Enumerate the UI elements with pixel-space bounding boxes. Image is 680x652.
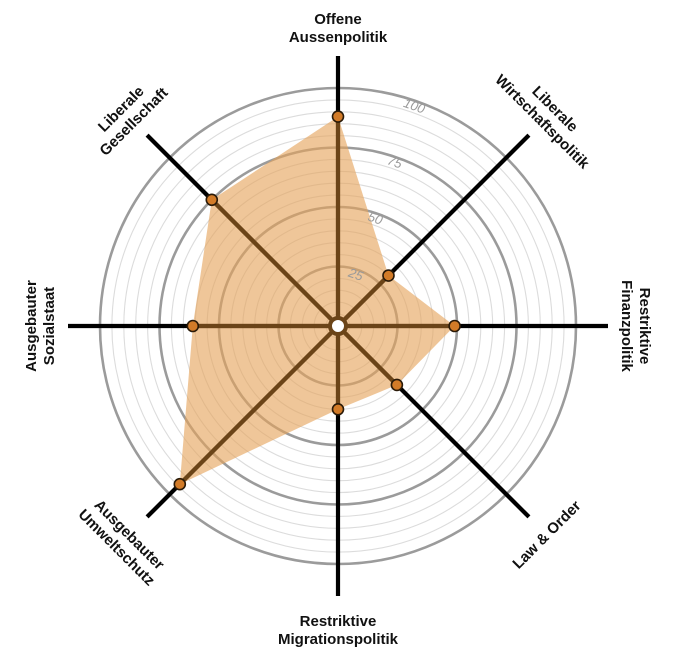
data-point-4 — [331, 402, 345, 416]
tick-label-25: 25 — [346, 265, 366, 284]
radar-markers — [173, 110, 461, 491]
data-point-2 — [448, 319, 461, 333]
radar-polygon-layer — [179, 116, 455, 485]
tick-label-100: 100 — [402, 95, 428, 117]
axis-label-line: Offene — [314, 11, 362, 28]
axis-label-line: Aussenpolitik — [289, 29, 388, 46]
radar-tick-labels: 25 50 75 100 — [346, 95, 428, 284]
value-spoke-5 — [178, 324, 340, 486]
tick-label-50: 50 — [366, 209, 385, 228]
axis-label-line: Sozialstaat — [41, 287, 58, 365]
axis-label-6: Ausgebauter Sozialstaat — [23, 280, 58, 372]
axis-label-line: Restriktive — [300, 613, 377, 630]
axis-label-line: Finanzpolitik — [618, 280, 635, 372]
data-point-1 — [382, 269, 395, 282]
value-spoke-1 — [336, 274, 390, 328]
axis-label-line: Restriktive — [636, 288, 653, 365]
tick-label-75: 75 — [386, 153, 405, 172]
value-polygon — [179, 116, 455, 485]
center-marker — [328, 316, 348, 336]
data-point-3 — [390, 378, 404, 392]
data-point-5 — [173, 477, 187, 491]
axis-label-line: Migrationspolitik — [278, 631, 399, 648]
axis-label-line: Ausgebauter — [23, 280, 40, 372]
data-point-6 — [186, 319, 200, 333]
value-spoke-7 — [210, 198, 340, 328]
radar-spokes-inner — [178, 116, 455, 486]
value-spoke-3 — [336, 324, 399, 387]
data-point-7 — [205, 193, 219, 207]
data-point-0 — [331, 110, 345, 123]
